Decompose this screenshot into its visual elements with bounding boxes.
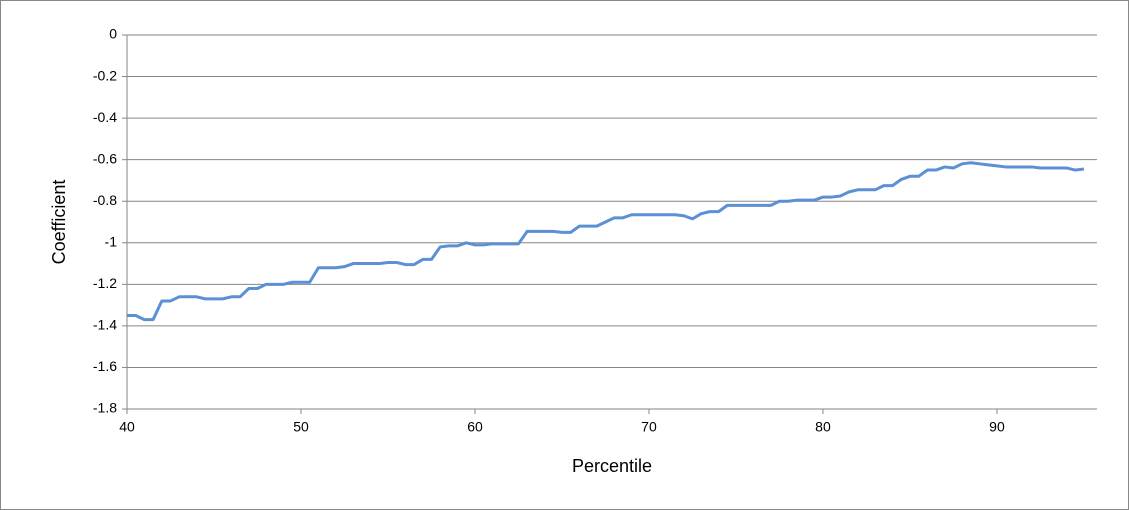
y-tick-label: -1.6 [93,358,117,374]
y-tick-label: -1 [105,233,118,249]
y-tick-label: -1.4 [93,317,117,333]
y-tick-label: -0.4 [93,109,117,125]
x-tick-label: 80 [815,419,831,435]
data-line [127,161,1085,322]
y-tick-label: 0 [109,26,117,42]
x-tick-label: 40 [119,419,135,435]
x-tick-label: 60 [467,419,483,435]
y-tick-label: -1.8 [93,400,117,416]
x-tick-label: 70 [641,419,657,435]
y-axis-title: Coefficient [49,180,69,265]
y-tick-label: -0.2 [93,67,117,83]
y-tick-label: -0.8 [93,192,117,208]
y-tick-label: -1.2 [93,275,117,291]
x-tick-label: 90 [989,419,1005,435]
y-tick-label: -0.6 [93,150,117,166]
x-axis-title: Percentile [572,456,652,476]
x-tick-label: 50 [293,419,309,435]
